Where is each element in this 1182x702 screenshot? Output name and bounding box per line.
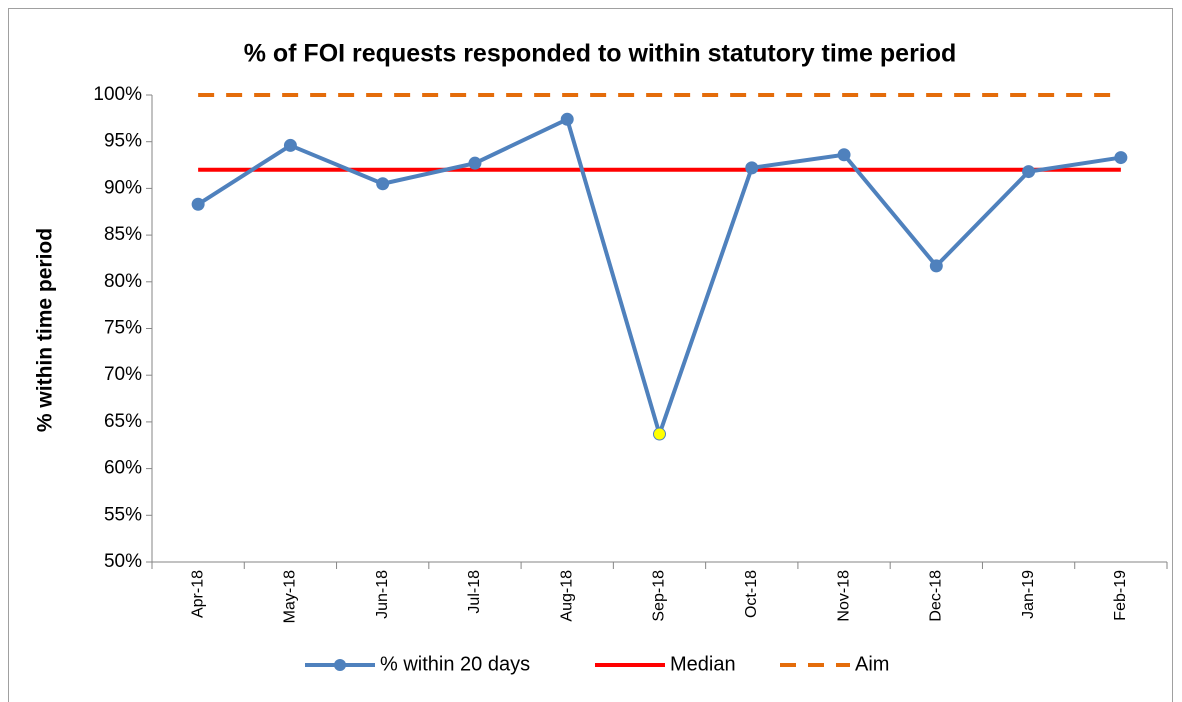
- y-tick-label: 80%: [104, 271, 142, 292]
- chart-border: [8, 8, 1173, 702]
- chart-title: % of FOI requests responded to within st…: [244, 40, 957, 68]
- y-tick-label: 95%: [104, 131, 142, 152]
- legend-label: % within 20 days: [380, 653, 530, 675]
- x-tick-label: Apr-18: [189, 570, 206, 618]
- y-tick-label: 55%: [104, 504, 142, 525]
- data-point: [560, 112, 574, 126]
- x-tick-label: Feb-19: [1112, 570, 1129, 621]
- legend-marker: [334, 659, 346, 671]
- data-point: [283, 138, 297, 152]
- y-tick-label: 90%: [104, 177, 142, 198]
- data-point: [929, 259, 943, 273]
- y-tick-label: 60%: [104, 458, 142, 479]
- y-tick-label: 70%: [104, 364, 142, 385]
- legend-label: Aim: [855, 653, 889, 675]
- data-point: [653, 427, 666, 441]
- x-tick-label: Sep-18: [651, 570, 668, 622]
- y-tick-label: 65%: [104, 411, 142, 432]
- y-axis-title: % within time period: [34, 228, 57, 432]
- data-point: [191, 197, 205, 211]
- x-tick-label: Oct-18: [743, 570, 760, 618]
- x-tick-label: Jun-18: [374, 570, 391, 619]
- y-tick-label: 75%: [104, 318, 142, 339]
- data-point: [376, 177, 390, 191]
- x-tick-label: May-18: [282, 570, 299, 623]
- x-tick-label: Aug-18: [558, 570, 575, 622]
- x-tick-label: Jan-19: [1020, 570, 1037, 619]
- data-point: [1114, 151, 1128, 165]
- series-line: [197, 116, 1122, 441]
- y-tick-label: 85%: [104, 224, 142, 245]
- x-tick-label: Jul-18: [466, 570, 483, 614]
- x-tick-label: Dec-18: [928, 570, 945, 622]
- y-tick-label: 100%: [93, 84, 142, 105]
- data-point: [837, 148, 851, 162]
- legend-label: Median: [670, 653, 736, 675]
- x-tick-label: Nov-18: [835, 570, 852, 622]
- data-point: [1022, 165, 1036, 179]
- data-point: [745, 161, 759, 175]
- y-tick-label: 50%: [104, 551, 142, 572]
- data-point: [468, 156, 482, 170]
